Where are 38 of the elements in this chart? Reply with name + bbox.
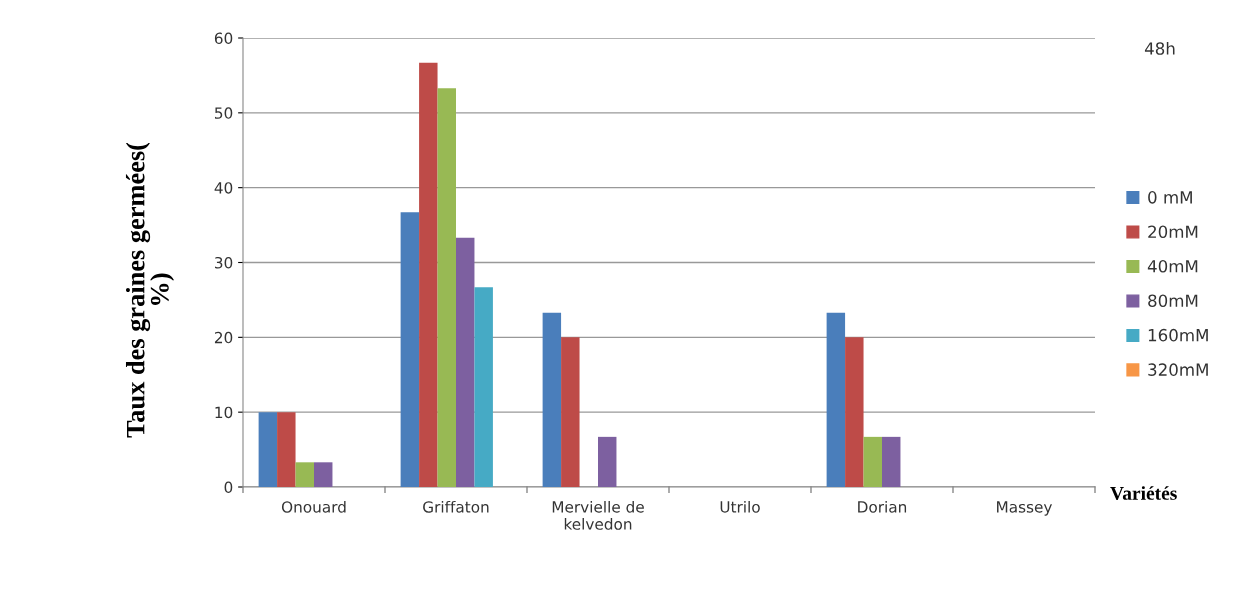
bar (598, 436, 617, 487)
x-tick-label: Massey (997, 501, 1052, 516)
x-tick-label: Utrilo (720, 500, 760, 513)
y-tick-label: 50 (215, 107, 233, 119)
bar (561, 337, 580, 487)
bar (845, 337, 864, 487)
x-tick-label: Onouard (281, 500, 346, 513)
x-tick-label: Dorian (858, 500, 907, 513)
y-tick-label: 30 (215, 256, 233, 269)
bar (419, 62, 438, 487)
y-tick-label: 60 (214, 32, 233, 45)
bar (277, 412, 296, 487)
y-tick-label: 40 (214, 182, 233, 194)
bar (400, 212, 420, 487)
bar (437, 88, 456, 487)
y-axis-title: Taux des graines germées( %) (125, 142, 175, 438)
legend-label: 0 mM (1148, 191, 1192, 204)
bar (314, 462, 333, 487)
bar (474, 287, 493, 487)
x-tick-label: Mervielle de kelvedon (552, 500, 644, 530)
bar (295, 462, 314, 487)
legend-label: 40mM (1147, 259, 1198, 273)
bar (826, 312, 846, 487)
y-tick-label: 0 (224, 481, 233, 494)
bar (882, 436, 901, 487)
x-axis-title: Variétés (1110, 486, 1177, 500)
legend-label: 160mM (1148, 328, 1208, 342)
y-tick-label: 10 (215, 406, 233, 419)
bar (258, 412, 278, 487)
bar (456, 237, 475, 487)
text: 48h (1144, 41, 1175, 55)
legend-label: 320mM (1148, 363, 1208, 376)
x-tick-label: Griffaton (423, 500, 489, 513)
y-tick-label: 20 (214, 331, 233, 344)
bar (863, 436, 882, 487)
bar (542, 312, 562, 487)
legend-label: 80mM (1148, 294, 1198, 308)
legend-label: 20mM (1148, 225, 1198, 239)
